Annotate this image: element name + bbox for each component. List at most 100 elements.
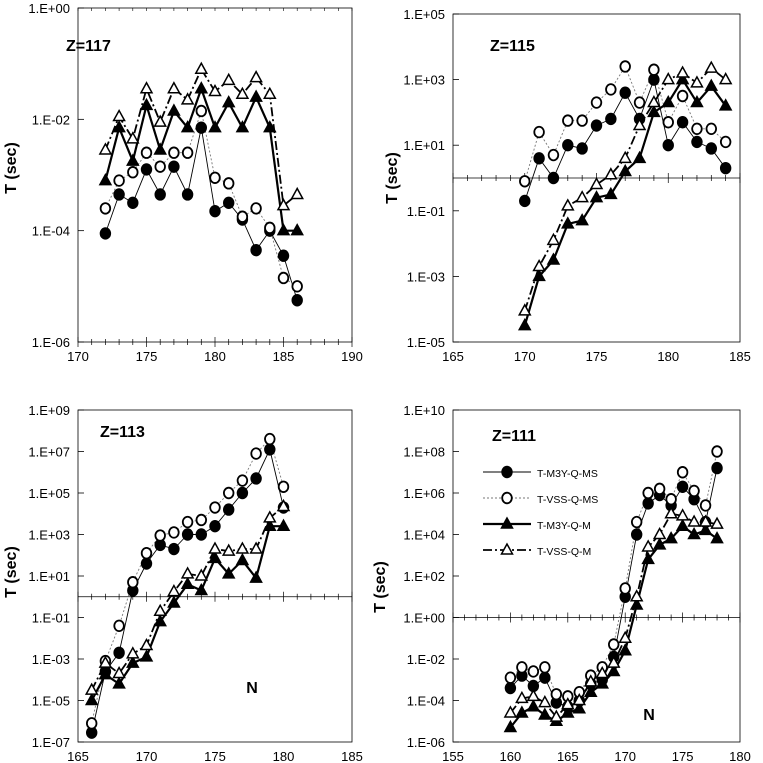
data-point-t-vss-q-m — [604, 167, 618, 180]
y-tick-label: 1.E-01 — [407, 204, 445, 219]
data-point-t-m3y-q-ms — [605, 112, 617, 126]
data-point-t-vss-q-m — [661, 72, 676, 85]
x-tick-label: 175 — [586, 349, 608, 364]
data-point-t-vss-q-ms — [85, 717, 98, 730]
data-point-t-vss-q-ms — [140, 146, 153, 159]
data-point-t-m3y-q-ms — [590, 119, 603, 132]
data-point-t-vss-q-m — [276, 498, 291, 512]
data-point-t-m3y-q-m — [618, 643, 632, 656]
data-point-t-m3y-q-m — [575, 213, 589, 226]
data-point-t-vss-q-m — [208, 83, 222, 97]
data-point-t-vss-q-m — [606, 655, 621, 668]
data-point-t-m3y-q-m — [647, 104, 661, 118]
data-point-t-vss-q-m — [629, 589, 644, 602]
data-point-t-m3y-q-ms — [619, 86, 631, 99]
data-point-t-vss-q-ms — [504, 671, 517, 684]
data-point-t-vss-q-ms — [605, 83, 617, 96]
x-tick-label: 170 — [67, 349, 89, 364]
data-point-t-m3y-q-m — [661, 95, 676, 108]
data-point-t-vss-q-ms — [168, 526, 180, 539]
legend-label-vss-q-ms: T-VSS-Q-MS — [537, 494, 598, 506]
legend-label-m3y-q-m: T-M3Y-Q-M — [537, 520, 591, 532]
data-point-t-m3y-q-m — [652, 537, 667, 550]
y-tick-label: 1.E+05 — [403, 7, 445, 22]
y-tick-label: 1.E+05 — [28, 486, 70, 501]
legend-label-vss-q-m: T-VSS-Q-M — [537, 546, 591, 558]
data-point-t-vss-q-m — [98, 655, 113, 668]
data-point-t-vss-q-m — [112, 665, 126, 679]
x-tick-label: 165 — [442, 349, 464, 364]
data-point-t-vss-q-m — [235, 541, 250, 554]
data-point-t-vss-q-ms — [154, 160, 166, 173]
y-tick-label: 1.E-06 — [407, 735, 445, 750]
data-point-t-m3y-q-m — [276, 223, 291, 236]
data-point-t-m3y-q-m — [532, 268, 546, 282]
data-point-t-m3y-q-ms — [140, 163, 153, 176]
data-point-t-m3y-q-m — [503, 719, 518, 733]
data-point-t-vss-q-ms — [127, 166, 139, 179]
data-point-t-m3y-q-m — [290, 223, 304, 236]
data-point-t-m3y-q-ms — [630, 528, 643, 541]
data-point-t-vss-q-m — [664, 506, 678, 519]
data-point-t-vss-q-ms — [236, 474, 249, 487]
data-point-t-m3y-q-m — [538, 707, 552, 720]
data-point-t-vss-q-ms — [619, 60, 631, 73]
y-axis-title: T (sec) — [3, 142, 20, 194]
data-point-t-m3y-q-ms — [222, 196, 235, 210]
panel-z115: Z=115 T (sec) 1.E+05 1.E+03 1.E+01 1.E-01 1.… — [384, 7, 751, 364]
data-point-t-vss-q-m — [690, 75, 704, 88]
x-axis-title: N — [246, 680, 258, 697]
data-point-t-vss-q-m — [249, 70, 263, 83]
data-point-t-vss-q-m — [235, 86, 250, 100]
data-point-t-m3y-q-m — [153, 614, 167, 627]
x-tick-label: 190 — [341, 349, 363, 364]
data-point-t-m3y-q-ms — [676, 116, 689, 129]
data-point-t-m3y-q-m — [263, 518, 277, 531]
data-point-t-m3y-q-ms — [113, 646, 125, 659]
data-point-t-m3y-q-m — [276, 518, 291, 531]
y-tick-label: 1.E+03 — [403, 73, 445, 88]
legend: T-M3Y-Q-MS T-VSS-Q-MS T-M3Y-Q-M T-VSS-Q-… — [483, 465, 598, 558]
x-tick-label: 185 — [729, 349, 751, 364]
data-point-t-vss-q-m — [126, 131, 140, 144]
data-point-t-m3y-q-ms — [209, 204, 221, 218]
y-tick-label: 1.E+00 — [28, 1, 70, 16]
x-tick-label: 185 — [273, 349, 295, 364]
data-point-t-m3y-q-m — [698, 522, 713, 536]
data-point-t-vss-q-ms — [539, 661, 551, 674]
data-point-t-vss-q-ms — [168, 146, 180, 159]
data-point-t-m3y-q-m — [194, 582, 209, 596]
data-point-t-m3y-q-ms — [222, 503, 235, 516]
data-point-t-vss-q-m — [276, 198, 291, 211]
data-point-t-m3y-q-ms — [168, 160, 180, 173]
data-point-t-m3y-q-ms — [711, 461, 723, 475]
x-tick-label: 180 — [273, 749, 295, 763]
data-point-t-vss-q-ms — [264, 432, 276, 446]
y-tick-label: 1.E-07 — [32, 735, 70, 750]
data-point-t-vss-q-ms — [691, 122, 703, 136]
data-point-t-vss-q-ms — [113, 619, 125, 633]
data-point-t-vss-q-m — [698, 514, 713, 527]
data-point-t-vss-q-ms — [250, 202, 262, 215]
data-point-t-vss-q-m — [632, 117, 647, 131]
data-point-t-vss-q-m — [112, 108, 126, 122]
data-point-t-m3y-q-m — [194, 81, 209, 94]
data-point-t-m3y-q-m — [675, 518, 690, 531]
data-point-t-vss-q-m — [84, 682, 99, 695]
data-point-t-vss-q-ms — [662, 116, 674, 129]
data-point-t-vss-q-ms — [209, 171, 221, 184]
y-tick-label: 1.E-03 — [407, 269, 445, 284]
data-point-t-m3y-q-m — [604, 186, 618, 200]
data-point-t-vss-q-m — [618, 630, 632, 643]
y-tick-label: 1.E-01 — [32, 611, 70, 626]
data-point-t-m3y-q-ms — [676, 480, 689, 493]
data-point-t-vss-q-ms — [719, 135, 732, 149]
data-point-t-vss-q-m — [538, 695, 552, 708]
data-point-t-vss-q-ms — [195, 104, 208, 118]
data-point-t-vss-q-ms — [562, 114, 574, 127]
y-tick-label: 1.E-03 — [32, 652, 70, 667]
y-axis-title: T (sec) — [3, 546, 20, 598]
data-point-t-m3y-q-m — [235, 552, 250, 566]
data-point-t-vss-q-ms — [705, 122, 718, 136]
x-tick-label: 175 — [672, 749, 694, 763]
